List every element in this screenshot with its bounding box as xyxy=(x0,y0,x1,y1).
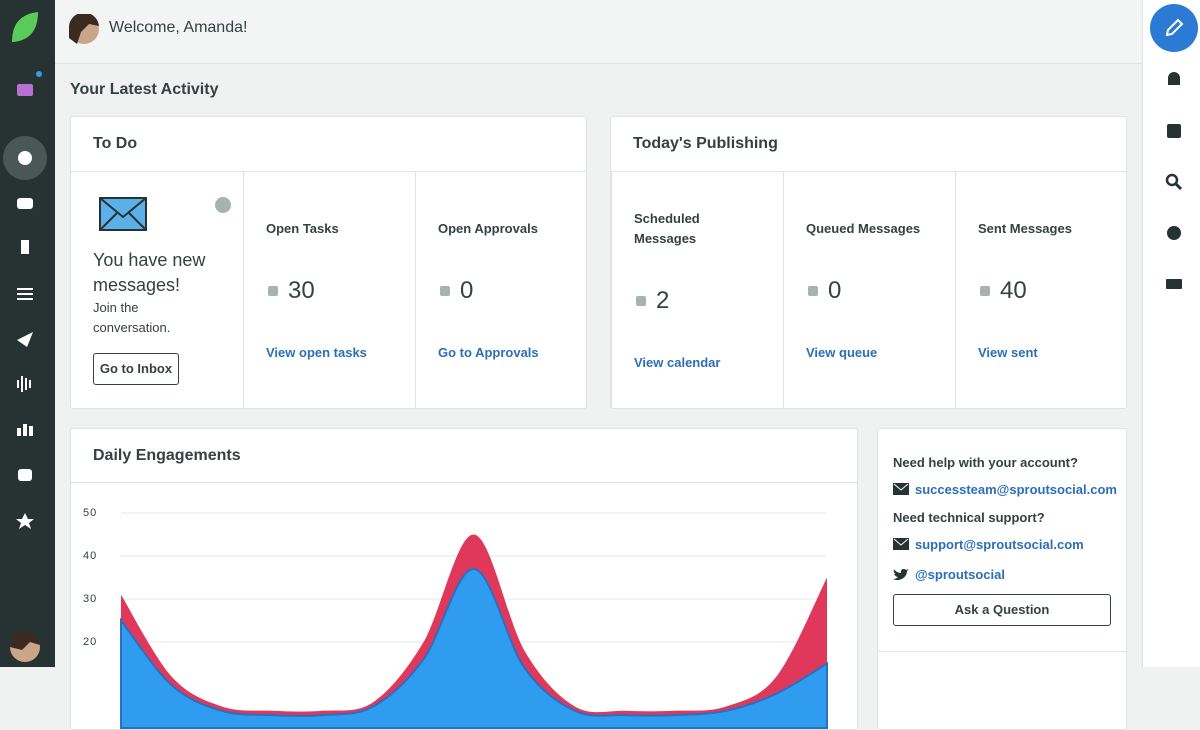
bell-icon[interactable] xyxy=(1168,72,1180,85)
welcome-avatar xyxy=(69,14,99,44)
right-sidebar xyxy=(1142,0,1200,667)
stat-icon xyxy=(440,286,450,296)
mail-icon xyxy=(893,538,909,550)
nav-icon[interactable] xyxy=(21,240,29,254)
help-question: Need help with your account? xyxy=(893,455,1078,470)
stat-column: Scheduled Messages 2 View calendar xyxy=(611,171,782,408)
logo[interactable] xyxy=(12,12,38,42)
nav-icon[interactable] xyxy=(17,424,33,436)
stat-link[interactable]: Go to Approvals xyxy=(438,345,539,360)
y-tick-label: 50 xyxy=(83,507,97,519)
stat-label: Open Tasks xyxy=(266,221,339,236)
stat-icon xyxy=(636,296,646,306)
y-tick-label: 30 xyxy=(83,593,97,605)
divider xyxy=(611,171,1126,172)
stat-link[interactable]: View open tasks xyxy=(266,345,367,360)
info-icon[interactable] xyxy=(215,197,231,213)
mail-icon xyxy=(893,483,909,495)
y-tick-label: 40 xyxy=(83,550,97,562)
stat-icon xyxy=(980,286,990,296)
stat-value: 0 xyxy=(828,277,842,304)
stat-value-row: 0 xyxy=(806,277,954,305)
nav-icon[interactable] xyxy=(18,469,32,481)
messages-headline: You have new messages! xyxy=(93,250,206,295)
envelope-icon xyxy=(99,197,147,231)
help-icon[interactable] xyxy=(1167,226,1181,240)
divider xyxy=(71,171,586,172)
nav-icon[interactable] xyxy=(17,332,33,347)
nav-icon xyxy=(18,151,32,165)
right-icons xyxy=(1150,4,1198,289)
add-icon[interactable] xyxy=(1167,124,1181,138)
stat-value-row: 30 xyxy=(266,277,414,305)
help-card: Need help with your account? successteam… xyxy=(877,428,1127,730)
stat-label: Queued Messages xyxy=(806,221,921,236)
search-icon[interactable] xyxy=(1165,173,1179,187)
stat-icon xyxy=(268,286,278,296)
nav-icon[interactable] xyxy=(17,376,31,392)
stat-value: 40 xyxy=(1000,277,1027,304)
help-link[interactable]: successteam@sproutsocial.com xyxy=(915,482,1117,497)
section-title: Your Latest Activity xyxy=(70,81,219,98)
card-title: To Do xyxy=(93,135,138,152)
help-question: Need technical support? xyxy=(893,510,1045,525)
stat-label: Open Approvals xyxy=(438,221,538,236)
stat-column: Queued Messages 0 View queue xyxy=(783,171,954,408)
help-link[interactable]: @sproutsocial xyxy=(915,567,1005,582)
avatar-hair xyxy=(9,630,41,650)
stat-column: Open Approvals 0 Go to Approvals xyxy=(415,171,586,408)
publishing-card: Today's Publishing Scheduled Messages 2 Vi… xyxy=(610,116,1127,409)
stat-link[interactable]: View sent xyxy=(978,345,1038,360)
nav-icon[interactable] xyxy=(16,513,34,529)
welcome-text: Welcome, Amanda! xyxy=(109,19,248,36)
stat-value: 2 xyxy=(656,287,670,314)
card-title: Today's Publishing xyxy=(633,135,778,152)
stat-value: 0 xyxy=(460,277,474,304)
nav-icon[interactable] xyxy=(17,84,33,96)
divider xyxy=(878,651,1126,652)
area xyxy=(120,567,828,729)
inbox-button[interactable]: Go to Inbox xyxy=(93,353,179,385)
divider xyxy=(71,482,857,483)
sidebar-icons xyxy=(3,12,47,662)
y-tick-label: 20 xyxy=(83,636,97,648)
stat-label: Sent Messages xyxy=(978,221,1072,236)
stat-value-row: 40 xyxy=(978,277,1126,305)
notification-dot xyxy=(36,71,42,77)
stat-label: Scheduled Messages xyxy=(634,211,700,246)
help-link[interactable]: support@sproutsocial.com xyxy=(915,537,1084,552)
chart: 20 30 40 50 xyxy=(83,507,828,729)
nav-icon[interactable] xyxy=(17,288,33,300)
stat-link[interactable]: View calendar xyxy=(634,355,721,370)
stat-value: 30 xyxy=(288,277,315,304)
stat-value-row: 2 xyxy=(634,287,782,315)
compose-icon xyxy=(1165,18,1184,37)
twitter-icon xyxy=(893,569,909,581)
todo-card: To Do You have new messages! Join the co… xyxy=(70,116,587,409)
chart-title: Daily Engagements xyxy=(93,447,241,464)
chart-card: Daily Engagements 20 30 40 50 xyxy=(70,428,858,730)
top-bar: Welcome, Amanda! xyxy=(55,0,1142,64)
stat-icon xyxy=(808,286,818,296)
keyboard-icon[interactable] xyxy=(1166,279,1182,289)
nav-icon[interactable] xyxy=(17,198,33,209)
ask-button[interactable]: Ask a Question xyxy=(893,594,1111,626)
stat-link[interactable]: View queue xyxy=(806,345,878,360)
left-sidebar xyxy=(0,0,55,667)
stat-column: Open Tasks 30 View open tasks xyxy=(243,171,414,408)
stat-value-row: 0 xyxy=(438,277,586,305)
stat-column: Sent Messages 40 View sent xyxy=(955,171,1126,408)
compose-button[interactable] xyxy=(1150,4,1198,52)
messages-text: Join the conversation. xyxy=(93,300,171,335)
